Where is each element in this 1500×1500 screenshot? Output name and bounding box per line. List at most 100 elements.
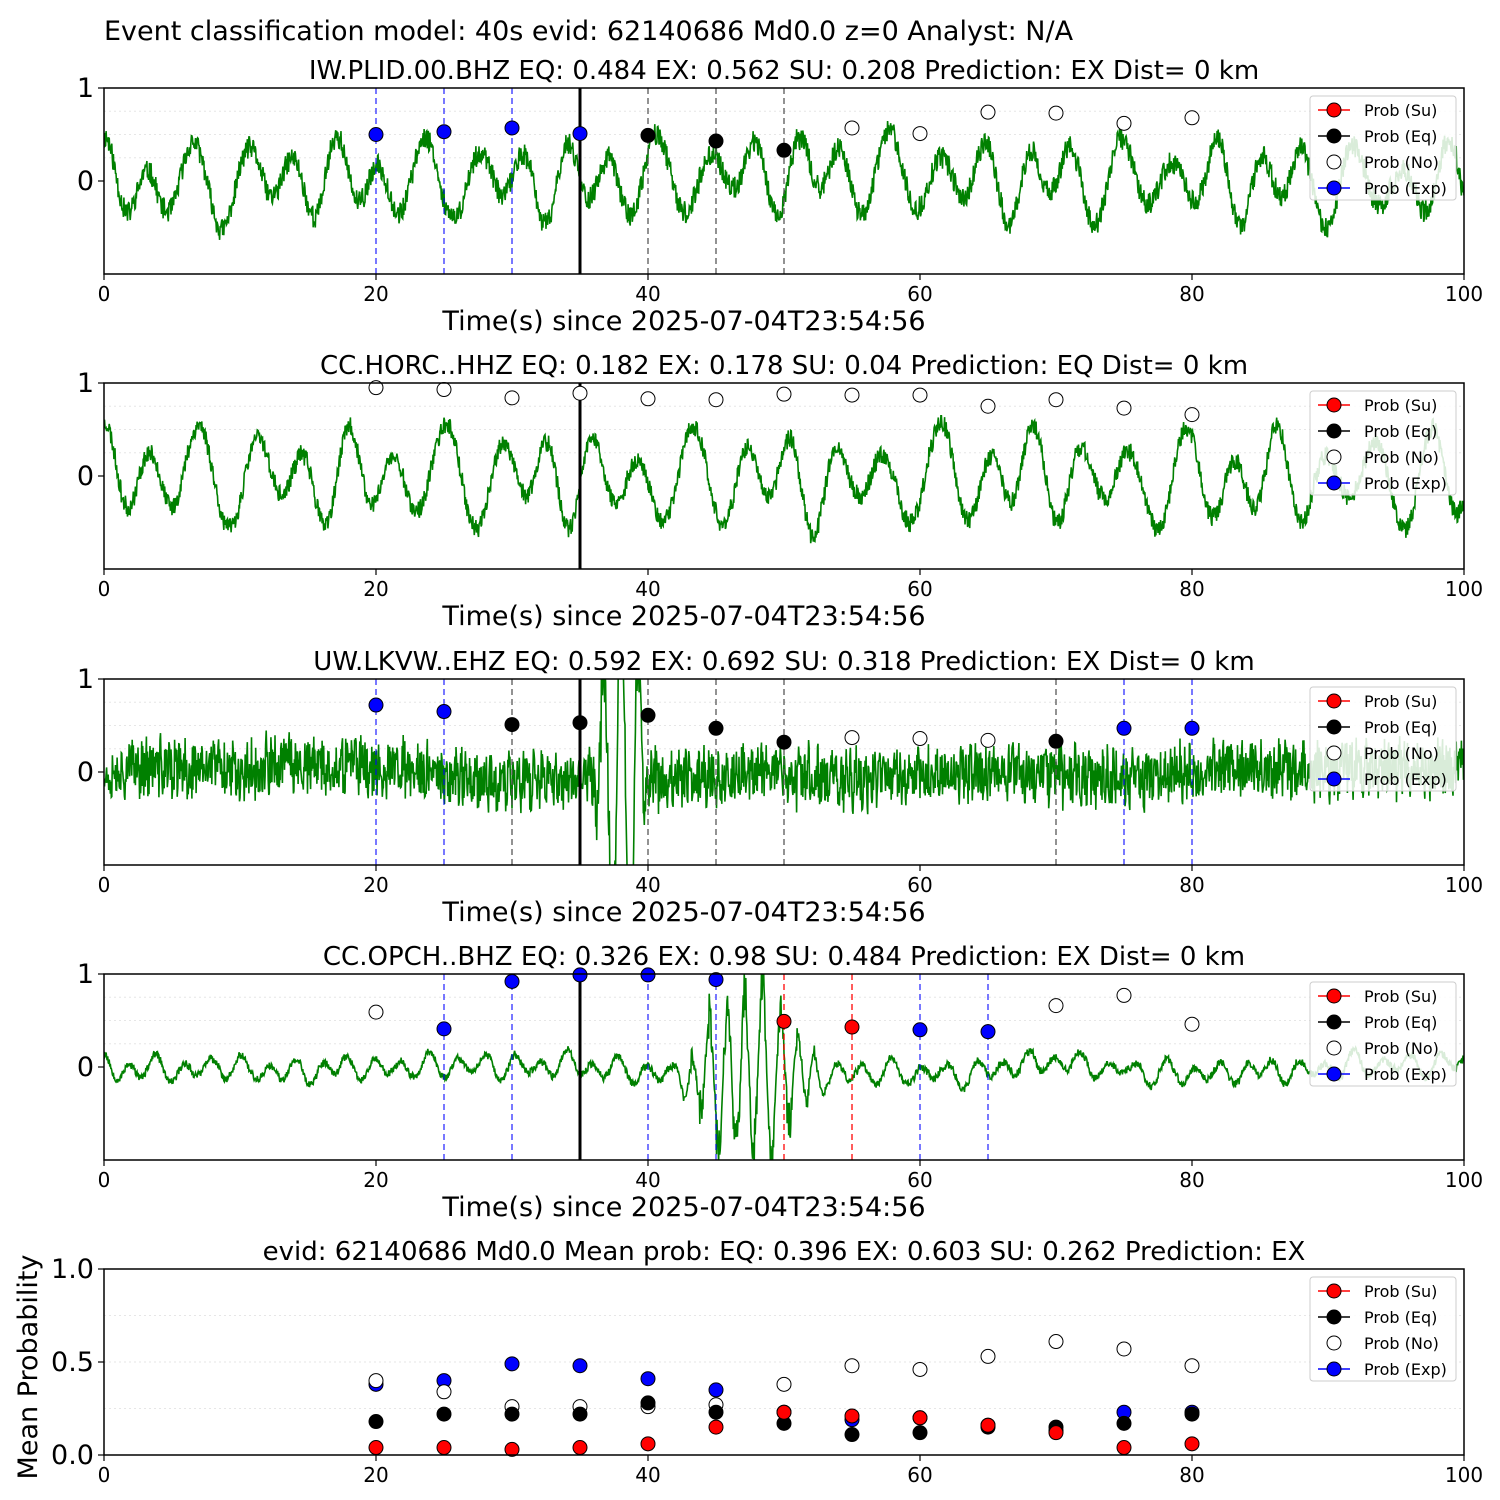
x-tick-label: 20 [363,873,388,897]
legend-marker [1326,449,1342,465]
prob-marker-eq [708,133,724,149]
prob-marker-no [572,385,588,401]
prob-marker-eq [776,734,792,750]
legend-label: Prob (Exp) [1364,770,1447,789]
x-tick-label: 80 [1179,1168,1204,1192]
legend: Prob (Su) Prob (Eq) Prob (No) Prob (Exp) [1309,981,1457,1087]
legend-marker [1326,1066,1342,1082]
y-tick-label: 1 [77,73,94,104]
mean-prob-marker-su [1116,1440,1132,1456]
prob-marker-exp [572,967,588,983]
legend-label: Prob (Exp) [1364,1360,1447,1379]
mean-prob-marker-su [912,1410,928,1426]
y-tick-label: 1 [77,368,94,399]
mean-prob-marker-eq [708,1404,724,1420]
prob-marker-no [1116,987,1132,1003]
prob-marker-exp [640,967,656,983]
legend-label: Prob (Su) [1364,101,1437,120]
mean-prob-marker-su [844,1408,860,1424]
mean-prob-marker-su [640,1436,656,1452]
x-tick-label: 60 [907,1168,932,1192]
legend: Prob (Su) Prob (Eq) Prob (No) Prob (Exp) [1309,1276,1457,1382]
y-tick-label: 1.0 [51,1254,94,1285]
legend-entry-eq: Prob (Eq) [1318,127,1437,146]
legend-label: Prob (No) [1364,744,1439,763]
prob-marker-no [368,380,384,396]
legend-label: Prob (Su) [1364,1282,1437,1301]
legend-entry-su: Prob (Su) [1318,1282,1437,1301]
y-axis-label: Mean Probability [13,1255,44,1480]
prob-marker-eq [1048,733,1064,749]
mean-prob-marker-eq [844,1427,860,1443]
legend-marker [1326,1040,1342,1056]
legend-entry-no: Prob (No) [1326,153,1439,172]
prob-marker-exp [708,972,724,988]
mean-prob-marker-no [980,1348,996,1364]
legend-label: Prob (Exp) [1364,1065,1447,1084]
mean-prob-marker-eq [1116,1415,1132,1431]
legend-marker [1326,102,1342,118]
prob-marker-no [844,120,860,136]
prob-marker-no [1048,392,1064,408]
prob-marker-exp [436,1021,452,1037]
prob-marker-no [1116,400,1132,416]
legend-entry-su: Prob (Su) [1318,692,1437,711]
prob-marker-no [504,390,520,406]
legend-entry-su: Prob (Su) [1318,101,1437,120]
x-tick-label: 20 [363,1463,388,1487]
panel-1: IW.PLID.00.BHZ EQ: 0.484 EX: 0.562 SU: 0… [77,56,1483,337]
legend-marker [1326,128,1342,144]
mean-prob-marker-su [980,1417,996,1433]
legend-marker [1326,1361,1342,1377]
y-tick-label: 1 [77,959,94,990]
y-tick-label: 0 [77,166,94,197]
mean-prob-marker-su [1184,1436,1200,1452]
mean-prob-marker-no [776,1376,792,1392]
prob-marker-no [912,126,928,142]
mean-prob-marker-eq [504,1406,520,1422]
legend-entry-su: Prob (Su) [1318,396,1437,415]
legend-entry-exp: Prob (Exp) [1318,179,1447,198]
prob-marker-eq [572,715,588,731]
prob-marker-no [912,731,928,747]
legend-box [1309,95,1457,201]
panel-title: CC.HORC..HHZ EQ: 0.182 EX: 0.178 SU: 0.0… [320,351,1248,381]
panel-3: UW.LKVW..EHZ EQ: 0.592 EX: 0.692 SU: 0.3… [77,647,1483,928]
prob-marker-exp [980,1024,996,1040]
waveform-trace [104,415,1464,544]
legend-entry-eq: Prob (Eq) [1318,1308,1437,1327]
panels: IW.PLID.00.BHZ EQ: 0.484 EX: 0.562 SU: 0… [13,56,1483,1487]
prob-marker-no [1184,407,1200,423]
x-tick-label: 0 [98,282,111,306]
y-tick-label: 0.5 [51,1347,94,1378]
x-tick-label: 0 [98,873,111,897]
mean-prob-marker-exp [708,1382,724,1398]
legend-entry-exp: Prob (Exp) [1318,770,1447,789]
panel-2: CC.HORC..HHZ EQ: 0.182 EX: 0.178 SU: 0.0… [77,351,1483,632]
legend-box [1309,686,1457,792]
prob-marker-exp [572,126,588,142]
prob-marker-eq [640,127,656,143]
mean-prob-marker-eq [368,1414,384,1430]
legend-label: Prob (Exp) [1364,474,1447,493]
legend-entry-eq: Prob (Eq) [1318,1013,1437,1032]
prob-marker-no [844,387,860,403]
legend-marker [1326,693,1342,709]
prob-marker-eq [776,142,792,158]
legend-label: Prob (No) [1364,448,1439,467]
legend-marker [1326,154,1342,170]
legend-entry-no: Prob (No) [1326,1039,1439,1058]
x-tick-label: 80 [1179,1463,1204,1487]
x-tick-label: 100 [1445,1168,1483,1192]
axes-frame [103,382,1465,570]
mean-prob-marker-no [844,1358,860,1374]
legend-marker [1326,1309,1342,1325]
mean-prob-marker-su [504,1441,520,1457]
y-tick-label: 0 [77,757,94,788]
x-tick-label: 80 [1179,577,1204,601]
legend-entry-su: Prob (Su) [1318,987,1437,1006]
x-tick-label: 60 [907,282,932,306]
x-tick-label: 80 [1179,282,1204,306]
prob-marker-exp [368,697,384,713]
x-tick-label: 0 [98,1168,111,1192]
